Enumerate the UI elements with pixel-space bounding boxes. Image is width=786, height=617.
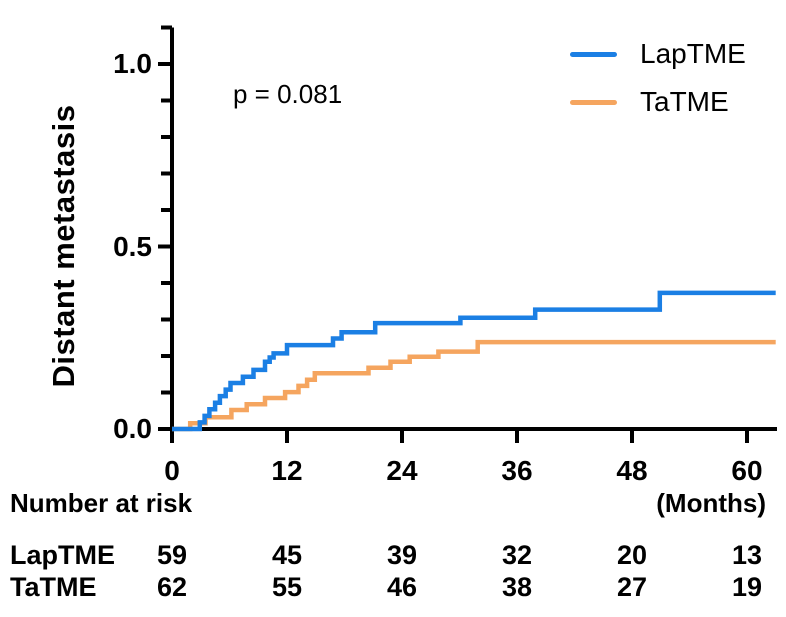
- risk-value: 13: [731, 540, 763, 570]
- risk-row-label-tatme: TaTME: [10, 572, 97, 602]
- curve-laptme: [172, 290, 776, 432]
- legend-entry-laptme: LapTME: [570, 38, 746, 69]
- legend-entry-tatme: TaTME: [570, 86, 729, 117]
- y-axis-label: Distant metastasis: [46, 104, 81, 388]
- axes: [158, 25, 777, 443]
- x-tick-label-0: 0: [164, 455, 180, 486]
- risk-value: 19: [731, 572, 763, 602]
- p-value-annotation: p = 0.081: [233, 79, 343, 109]
- legend-label-laptme: LapTME: [640, 38, 746, 69]
- risk-value: 55: [271, 572, 303, 602]
- risk-table-title: Number at risk: [10, 488, 193, 518]
- curve-tatme: [172, 339, 776, 432]
- risk-value: 59: [156, 540, 188, 570]
- laptme-line-swatch: [570, 51, 617, 57]
- risk-value: 45: [271, 540, 303, 570]
- x-tick-label-36: 36: [501, 455, 533, 486]
- risk-value: 46: [386, 572, 418, 602]
- risk-value: 20: [616, 540, 648, 570]
- y-tick-label-0.5: 0.5: [113, 231, 152, 262]
- risk-value: 32: [501, 540, 533, 570]
- legend-label-tatme: TaTME: [640, 86, 729, 117]
- tatme-line-swatch: [570, 99, 617, 105]
- x-tick-label-60: 60: [731, 455, 763, 486]
- risk-value: 39: [386, 540, 418, 570]
- y-tick-label-0.0: 0.0: [113, 413, 152, 444]
- x-tick-label-12: 12: [271, 455, 303, 486]
- x-tick-label-48: 48: [616, 455, 648, 486]
- risk-value: 62: [156, 572, 188, 602]
- risk-value: 38: [501, 572, 533, 602]
- risk-value: 27: [616, 572, 648, 602]
- x-axis-unit-label: (Months): [656, 488, 766, 518]
- x-tick-label-24: 24: [386, 455, 418, 486]
- y-tick-label-1.0: 1.0: [113, 48, 152, 79]
- risk-row-label-laptme: LapTME: [10, 540, 115, 570]
